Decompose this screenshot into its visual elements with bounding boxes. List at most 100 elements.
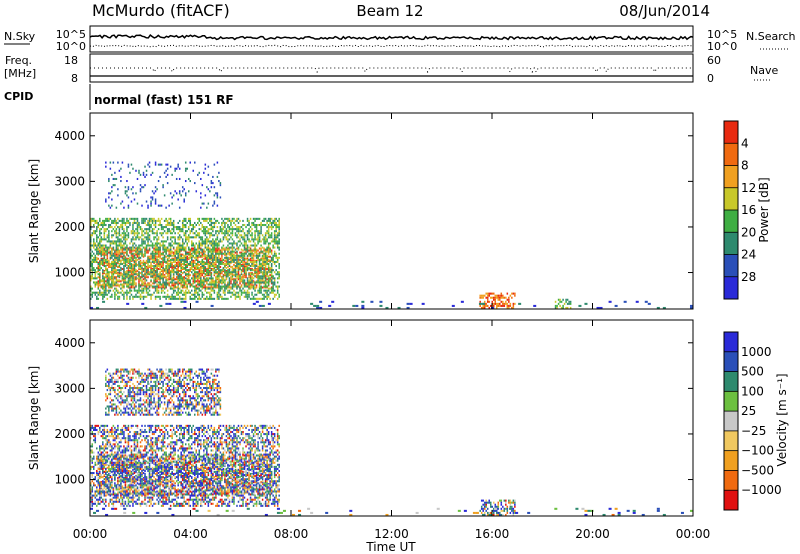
data-cell	[97, 252, 100, 255]
y-tick-label: 3000	[54, 174, 85, 188]
data-cell	[231, 287, 234, 290]
data-cell	[109, 485, 112, 488]
data-cell	[175, 249, 178, 252]
data-cell	[100, 246, 103, 249]
data-cell	[203, 281, 205, 284]
data-cell	[94, 285, 97, 288]
data-cell	[147, 163, 149, 166]
data-cell	[494, 294, 497, 297]
data-cell	[157, 255, 160, 258]
data-cell	[145, 274, 148, 277]
data-cell	[198, 273, 201, 276]
data-cell	[106, 252, 109, 255]
data-cell	[486, 294, 489, 297]
data-cell	[145, 228, 148, 231]
data-cell	[236, 250, 238, 253]
data-cell	[213, 200, 216, 203]
data-cell	[142, 485, 145, 488]
data-cell	[209, 277, 211, 280]
data-cell	[224, 230, 226, 233]
data-cell	[245, 240, 247, 243]
data-cell	[257, 281, 259, 284]
data-cell	[248, 221, 250, 224]
data-cell	[221, 228, 223, 231]
data-cell	[200, 274, 202, 277]
data-cell	[123, 276, 125, 279]
data-cell	[147, 236, 149, 239]
data-cell	[263, 258, 265, 261]
data-cell	[129, 289, 131, 292]
data-cell	[231, 258, 234, 261]
data-cell	[148, 464, 151, 467]
data-cell	[270, 252, 273, 255]
data-cell	[96, 252, 98, 255]
data-cell	[236, 242, 238, 245]
data-cell	[194, 221, 196, 224]
data-cell	[207, 230, 210, 233]
data-cell	[96, 256, 98, 259]
data-cell	[242, 281, 244, 284]
data-cell	[191, 277, 193, 280]
data-cell	[189, 253, 192, 256]
data-cell	[203, 230, 205, 233]
data-cell	[157, 248, 160, 251]
data-cell	[135, 256, 137, 259]
data-cell	[505, 302, 507, 305]
data-cell	[135, 236, 137, 239]
data-cell	[154, 285, 157, 288]
data-cell	[132, 257, 134, 260]
data-cell	[251, 259, 253, 262]
data-cell	[111, 285, 113, 288]
data-cell	[491, 292, 494, 295]
data-cell	[219, 182, 222, 185]
data-cell	[267, 295, 270, 298]
data-cell	[184, 297, 187, 300]
data-cell	[275, 273, 277, 276]
data-cell	[93, 217, 95, 220]
y-tick-label: 2000	[54, 220, 85, 234]
data-cell	[147, 244, 149, 247]
data-cell	[94, 283, 97, 286]
data-cell	[163, 291, 166, 294]
data-cell	[121, 460, 124, 463]
data-cell	[111, 234, 113, 237]
data-cell	[102, 223, 104, 227]
data-cell	[231, 232, 234, 235]
data-cell	[130, 232, 133, 235]
data-cell	[153, 277, 155, 280]
data-cell	[150, 279, 152, 282]
data-cell	[178, 273, 181, 276]
data-cell	[142, 260, 145, 263]
data-cell	[240, 293, 243, 296]
data-cell	[162, 232, 164, 235]
data-cell	[260, 265, 262, 268]
data-cell	[127, 285, 130, 288]
data-cell	[153, 265, 155, 268]
data-cell	[171, 295, 173, 298]
data-cell	[126, 234, 128, 237]
data-cell	[123, 258, 125, 261]
data-cell	[237, 275, 240, 278]
data-cell	[103, 286, 106, 289]
data-cell	[142, 221, 145, 224]
data-cell	[106, 269, 109, 272]
data-cell	[209, 281, 211, 284]
data-cell	[180, 281, 182, 284]
data-cell	[162, 236, 164, 239]
data-cell	[90, 262, 92, 266]
data-cell	[148, 244, 151, 247]
data-cell	[111, 464, 113, 467]
data-cell	[186, 252, 188, 255]
data-cell	[99, 472, 101, 475]
data-cell	[136, 255, 139, 258]
data-cell	[145, 244, 148, 247]
data-cell	[222, 261, 225, 264]
data-cell	[141, 230, 143, 233]
data-cell	[138, 221, 140, 224]
data-cell	[273, 271, 276, 274]
data-cell	[126, 190, 128, 193]
data-cell	[153, 254, 155, 257]
data-cell	[192, 249, 195, 252]
data-cell	[99, 259, 101, 262]
data-cell	[169, 242, 172, 245]
